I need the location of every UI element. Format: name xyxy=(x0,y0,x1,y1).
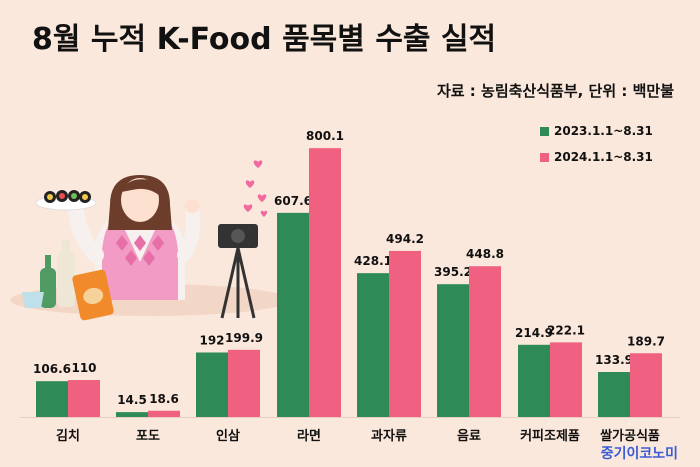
bar-2023-3 xyxy=(277,213,309,417)
category-label-2: 인삼 xyxy=(216,428,240,444)
bar-2024-5 xyxy=(469,266,501,417)
value-label-2024-1: 18.6 xyxy=(149,392,179,406)
value-label-2023-0: 106.6 xyxy=(33,362,71,376)
bar-2023-0 xyxy=(36,381,68,417)
bar-2024-6 xyxy=(550,342,582,417)
value-label-2023-3: 607.6 xyxy=(274,194,312,208)
bar-2024-3 xyxy=(309,148,341,417)
value-label-2024-0: 110 xyxy=(71,361,96,375)
value-label-2024-3: 800.1 xyxy=(306,129,344,143)
bar-2023-1 xyxy=(116,412,148,417)
value-label-2024-2: 199.9 xyxy=(225,331,263,345)
bar-2023-7 xyxy=(598,372,630,417)
value-label-2023-7: 133.9 xyxy=(595,353,633,367)
bar-2024-4 xyxy=(389,251,421,417)
value-label-2023-4: 428.1 xyxy=(354,254,392,268)
bar-2023-2 xyxy=(196,352,228,417)
value-label-2024-4: 494.2 xyxy=(386,232,424,246)
value-label-2024-5: 448.8 xyxy=(466,247,504,261)
watermark: 중기이코노미 xyxy=(601,443,678,463)
bar-2023-6 xyxy=(518,345,550,417)
category-label-1: 포도 xyxy=(136,429,160,444)
value-label-2023-2: 192 xyxy=(199,333,224,347)
bar-2023-4 xyxy=(357,273,389,417)
bar-2024-1 xyxy=(148,411,180,417)
value-label-2024-7: 189.7 xyxy=(627,334,665,348)
category-label-7: 쌀가공식품 xyxy=(600,428,660,444)
category-label-3: 라면 xyxy=(297,428,321,444)
category-label-4: 과자류 xyxy=(371,429,407,444)
bar-2024-2 xyxy=(228,350,260,417)
bar-2024-0 xyxy=(68,380,100,417)
value-label-2024-6: 222.1 xyxy=(547,323,585,337)
value-label-2023-5: 395.2 xyxy=(434,265,472,279)
category-label-0: 김치 xyxy=(56,428,80,444)
bar-2024-7 xyxy=(630,353,662,417)
category-label-6: 커피조제품 xyxy=(520,429,580,444)
value-label-2023-1: 14.5 xyxy=(117,393,147,407)
category-label-5: 음료 xyxy=(457,428,481,444)
bar-2023-5 xyxy=(437,284,469,417)
